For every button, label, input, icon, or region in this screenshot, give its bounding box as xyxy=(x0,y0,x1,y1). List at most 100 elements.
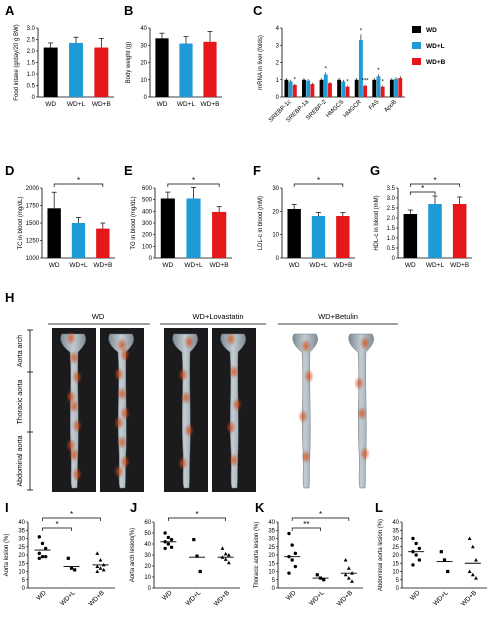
point-L-wd-6 xyxy=(411,563,415,567)
annotation-C-3: * xyxy=(360,28,363,34)
bar-F-wd-b xyxy=(336,216,350,258)
bar-A-wd xyxy=(43,47,58,97)
plaque-2-2 xyxy=(181,390,191,405)
chart-aorta-arch-lesion: 0 10 20 30 40 50 60 Aorta arch lesion(%) WD WD+L W… xyxy=(130,510,240,608)
x-tick-label-E-0: WD xyxy=(162,262,173,269)
sig-I-2-star: * xyxy=(70,510,73,519)
y-tick-label-A-5: 2.5 xyxy=(27,38,36,44)
plaque-2-0 xyxy=(184,335,194,349)
y-tick-label-J-6: 60 xyxy=(144,520,151,526)
bar-C-srebp-1a-wd xyxy=(302,79,306,97)
bar-C-apob-wd-b xyxy=(398,78,403,97)
point-I-wdb-4 xyxy=(98,566,103,570)
y-tick-label-G-4: 2.0 xyxy=(387,216,396,222)
point-J-wdb-2 xyxy=(226,553,231,557)
plaque-0-7 xyxy=(69,447,79,462)
annotation-C-4: *** xyxy=(362,79,370,85)
plaque-1-1 xyxy=(120,347,130,362)
y-tick-label-D-2: 1500 xyxy=(26,221,40,227)
y-tick-label-B-1: 10 xyxy=(140,78,147,84)
y-tick-label-K-5: 25 xyxy=(268,545,275,551)
bar-C-apob-wd-l xyxy=(394,78,398,97)
plaque-3-4 xyxy=(229,453,239,468)
bar-C-srebp-1c-wd xyxy=(284,79,289,97)
point-J-wdb-4 xyxy=(223,557,228,561)
y-tick-label-I-7: 35 xyxy=(18,528,25,534)
y-tick-label-K-0: 0 xyxy=(272,586,276,592)
point-K-wdb-0 xyxy=(343,557,348,562)
bar-E-wd-b xyxy=(212,211,227,258)
sig-D-star: * xyxy=(77,176,80,185)
point-L-wd-4 xyxy=(414,553,418,557)
plaque-0-5 xyxy=(72,418,82,433)
y-tick-label-K-3: 15 xyxy=(268,561,275,567)
point-L-wdb-0 xyxy=(467,536,472,540)
x-tick-label-E-1: WD+L xyxy=(184,262,203,269)
bar-C-fas-wd-l xyxy=(376,76,381,97)
y-tick-label-A-3: 1.5 xyxy=(27,61,36,67)
y-tick-label-I-2: 10 xyxy=(18,570,25,576)
x-tick-label-A-2: WD+B xyxy=(92,101,111,108)
annotation-C-2: * xyxy=(346,80,349,86)
panel-letter-a: A xyxy=(5,3,15,18)
x-tick-label-L-2: WD+B xyxy=(460,589,478,607)
point-K-wdl-2 xyxy=(322,578,326,582)
point-I-wd-5 xyxy=(44,554,48,559)
plaque-5-2 xyxy=(357,406,367,421)
header-wd: WD xyxy=(92,312,105,321)
point-L-wd-2 xyxy=(417,546,422,551)
y-axis-label-D: TC in blood (mg/dL) xyxy=(18,196,24,249)
x-tick-label-J-0: WD xyxy=(161,589,174,602)
y-tick-label-C-3: 3 xyxy=(276,43,280,49)
y-tick-label-J-2: 20 xyxy=(144,564,151,570)
y-tick-label-I-4: 20 xyxy=(18,553,25,559)
point-K-wd-6 xyxy=(287,571,291,575)
point-I-wdb-5 xyxy=(101,567,106,572)
y-tick-label-B-3: 30 xyxy=(140,43,147,49)
plaque-4-2 xyxy=(298,409,308,424)
plaque-5-3 xyxy=(360,446,370,461)
panel-letter-i: I xyxy=(5,500,9,515)
plaque-1-3 xyxy=(117,386,127,401)
y-tick-label-K-1: 5 xyxy=(272,578,276,584)
y-tick-label-C-4: 4 xyxy=(276,26,280,32)
sig-D-bracket xyxy=(53,183,104,187)
x-tick-label-D-2: WD+B xyxy=(93,262,112,269)
bar-A-wd-l xyxy=(69,42,83,97)
panel-letter-b: B xyxy=(124,3,133,18)
point-I-wdl-0 xyxy=(66,556,70,560)
y-tick-label-I-8: 40 xyxy=(18,520,25,526)
y-tick-label-K-4: 20 xyxy=(268,553,275,559)
plaque-5-1 xyxy=(354,376,364,391)
sig-I-2-bracket xyxy=(42,517,101,521)
y-tick-label-E-2: 200 xyxy=(142,233,153,239)
legend-label-wd: WD xyxy=(426,27,437,34)
y-tick-label-A-2: 1.0 xyxy=(27,72,36,78)
plaque-0-4 xyxy=(69,399,79,414)
bar-C-hmgcs-wd xyxy=(337,79,342,97)
point-J-wd-5 xyxy=(169,545,174,549)
point-L-wd-5 xyxy=(417,558,422,562)
plaque-1-4 xyxy=(120,406,130,421)
point-K-wd-1 xyxy=(290,543,294,547)
y-tick-label-F-1: 10 xyxy=(272,233,279,239)
point-J-wd-0 xyxy=(163,531,167,535)
legend-swatch-wd xyxy=(412,26,421,33)
point-I-wd-3 xyxy=(37,551,41,556)
y-tick-label-G-1: 0.5 xyxy=(387,246,396,252)
bar-E-wd xyxy=(160,198,175,258)
bar-F-wd-l xyxy=(311,216,326,258)
header-wd-lovastatin: WD+Lovastatin xyxy=(192,312,243,321)
plaque-3-1 xyxy=(229,364,239,379)
point-K-wd-4 xyxy=(290,558,294,562)
y-tick-label-C-2: 2 xyxy=(276,61,280,67)
y-tick-label-L-3: 15 xyxy=(392,561,399,567)
chart-ldl-blood: 0 10 20 30 LDL-c in blood (mM) WD WD+L WD+B * xyxy=(258,176,355,269)
bar-B-wd-b xyxy=(203,41,217,97)
bar-C-fas-wd xyxy=(372,79,377,97)
point-I-wdb-6 xyxy=(95,569,100,573)
x-tick-label-F-1: WD+L xyxy=(309,262,328,269)
point-L-wdl-1 xyxy=(442,558,447,562)
y-tick-label-G-7: 3.5 xyxy=(387,186,396,192)
